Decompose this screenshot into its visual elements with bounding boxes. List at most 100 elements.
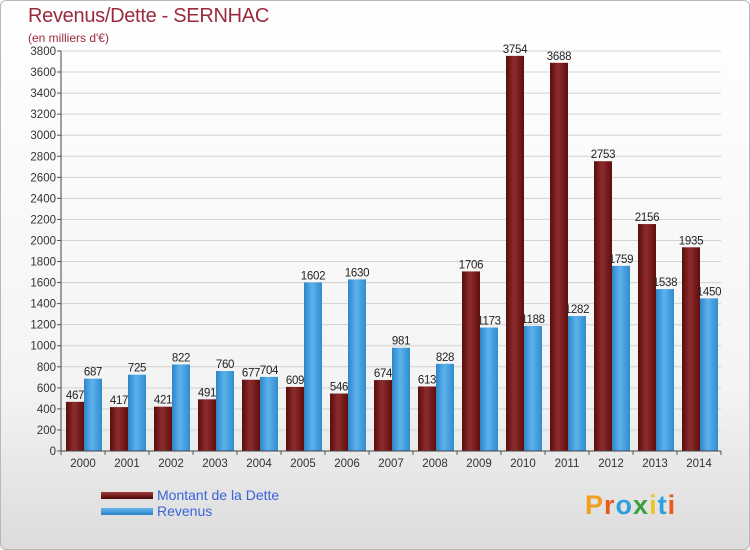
x-tick-label: 2003 (202, 458, 228, 470)
bar-revenus (612, 265, 630, 451)
data-label-revenus: 1173 (477, 316, 501, 328)
axes (60, 51, 721, 452)
data-label-dette: 613 (418, 374, 436, 386)
y-tick-label: 2800 (30, 151, 56, 163)
x-tick-label: 2014 (686, 458, 712, 470)
data-label-dette: 609 (286, 375, 304, 387)
y-tick-label: 2400 (30, 193, 56, 205)
bar-revenus (216, 371, 234, 451)
bar-dette (154, 406, 172, 451)
logo-letter: o (615, 490, 634, 520)
x-tick-label: 2010 (510, 458, 536, 470)
legend: Montant de la Dette Revenus (101, 487, 279, 519)
bar-revenus (304, 282, 322, 451)
bar-revenus (480, 327, 498, 451)
bar-revenus (260, 376, 278, 451)
data-label-revenus: 704 (260, 365, 279, 377)
x-tick-label: 2005 (290, 458, 316, 470)
data-label-revenus: 981 (392, 336, 410, 348)
y-tick-label: 3800 (30, 46, 56, 58)
bar-dette (462, 271, 480, 451)
data-label-dette: 2156 (635, 212, 659, 224)
data-label-revenus: 1602 (301, 270, 325, 282)
data-label-dette: 674 (374, 368, 393, 380)
y-tick-label: 3200 (30, 109, 56, 121)
y-tick-label: 0 (50, 446, 56, 458)
bar-revenus (172, 364, 190, 451)
y-tick-label: 400 (37, 404, 56, 416)
data-label-dette: 417 (110, 395, 128, 407)
bar-revenus (84, 378, 102, 451)
y-tick-label: 2000 (30, 235, 56, 247)
bar-dette (418, 386, 436, 451)
bar-dette (506, 55, 524, 452)
bar-dette (682, 247, 700, 451)
data-label-dette: 3688 (547, 51, 571, 63)
bar-dette (66, 401, 84, 451)
bar-revenus (524, 325, 542, 451)
data-label-dette: 3754 (503, 44, 528, 56)
y-tick-label: 3000 (30, 130, 56, 142)
logo-letter: r (604, 490, 616, 520)
x-tick-label: 2009 (466, 458, 492, 470)
chart-subtitle: (en milliers d'€) (28, 31, 109, 45)
x-tick-label: 2004 (246, 458, 272, 470)
logo-letter: P (585, 490, 605, 520)
bar-revenus (392, 347, 410, 451)
y-tick-label: 2600 (30, 172, 56, 184)
legend-swatch-dette (101, 491, 153, 499)
x-tick-label: 2011 (555, 458, 580, 470)
y-tick-label: 1200 (30, 320, 56, 332)
y-tick-label: 600 (37, 383, 56, 395)
legend-item-dette: Montant de la Dette (101, 487, 279, 503)
bar-dette (110, 407, 128, 451)
bar-dette (374, 380, 392, 451)
legend-swatch-revenus (101, 507, 153, 515)
x-tick-label: 2002 (158, 458, 184, 470)
data-label-revenus: 687 (84, 367, 102, 379)
legend-label-revenus: Revenus (157, 503, 213, 519)
data-label-dette: 467 (66, 390, 84, 402)
bar-dette (330, 393, 348, 451)
data-labels: 467 417 421 491 677 609 546 674 613 1706 3754 3688 2… (66, 44, 722, 407)
y-tick-label: 3400 (30, 88, 56, 100)
x-tick-label: 2006 (334, 458, 360, 470)
bar-revenus (568, 316, 586, 451)
bar-revenus (348, 279, 366, 451)
legend-label-dette: Montant de la Dette (157, 487, 280, 503)
bar-revenus (656, 289, 674, 451)
data-label-dette: 1935 (679, 235, 703, 247)
data-label-revenus: 1282 (565, 304, 589, 316)
data-label-revenus: 1450 (697, 286, 721, 298)
bar-dette (286, 386, 304, 451)
x-tick-label: 2012 (598, 458, 624, 470)
data-label-dette: 1706 (459, 259, 483, 271)
data-label-revenus: 1759 (609, 254, 633, 266)
y-axis-ticks: 0 200 400 600 800 1000 1200 1400 1600 1800 2000 220… (30, 46, 61, 458)
bar-revenus (128, 374, 146, 451)
x-axis-ticks: 2000 2001 2002 2003 2004 2005 2006 2007 2008 2009… (60, 451, 722, 470)
y-tick-label: 800 (37, 362, 56, 374)
y-tick-label: 1800 (30, 257, 56, 269)
proxiti-logo: Proxiti (585, 490, 676, 521)
x-tick-label: 2013 (642, 458, 668, 470)
x-tick-label: 2000 (70, 458, 96, 470)
x-tick-label: 2007 (378, 458, 404, 470)
data-label-revenus: 725 (128, 363, 146, 375)
bar-revenus (436, 363, 454, 451)
y-tick-label: 1600 (30, 278, 56, 290)
logo-letter: i (667, 490, 677, 520)
y-tick-label: 1400 (30, 299, 56, 311)
x-tick-label: 2008 (422, 458, 448, 470)
data-label-dette: 491 (198, 387, 216, 399)
data-label-revenus: 1538 (653, 277, 677, 289)
logo-letter: i (649, 490, 658, 520)
data-label-revenus: 822 (172, 352, 190, 364)
chart-title: Revenus/Dette - SERNHAC (28, 5, 269, 27)
data-label-revenus: 760 (216, 359, 234, 371)
bar-dette (594, 161, 612, 452)
x-tick-label: 2001 (114, 458, 140, 470)
bar-dette (198, 399, 216, 451)
